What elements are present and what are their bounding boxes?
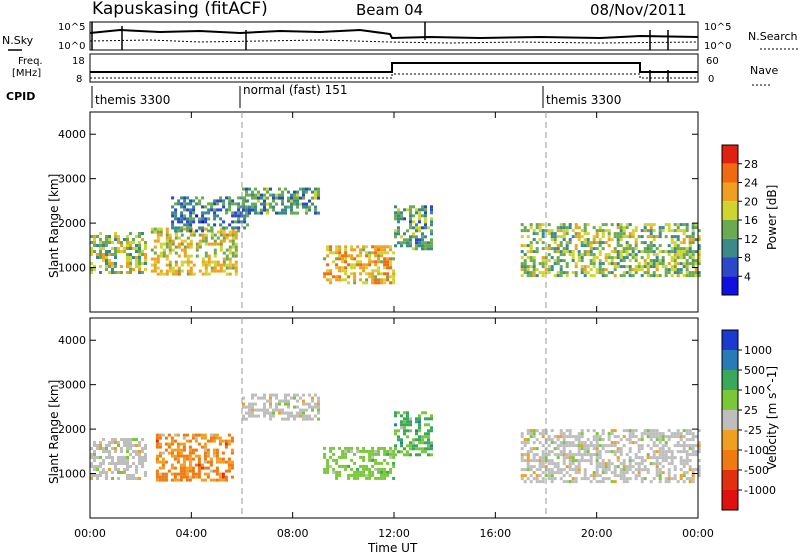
nsearch-label: N.Search	[748, 30, 798, 43]
velocity-panel: Slant Range [km]	[47, 317, 699, 519]
nsearch-tick-bottom: 10^0	[704, 41, 731, 52]
colorbar-tick-label: 28	[744, 158, 758, 171]
power-echo-region	[242, 187, 320, 215]
velocity-echo-region	[520, 429, 701, 484]
y-tick-label: 2000	[58, 423, 86, 436]
y-tick-label: 2000	[58, 217, 86, 230]
power-echo-region	[394, 205, 433, 251]
station-title: Kapuskasing (fitACF)	[92, 0, 268, 19]
heatmap-layer	[90, 187, 701, 484]
x-tick-label: 20:00	[581, 527, 613, 540]
colorbar-swatch	[722, 350, 738, 370]
nsearch-tick-top: 10^5	[704, 22, 731, 33]
y-tick-label: 4000	[58, 334, 86, 347]
cpid-segment-label: themis 3300	[95, 93, 170, 107]
power-echo-region	[90, 232, 147, 274]
nave-label: Nave	[750, 64, 778, 77]
colorbar-swatch	[722, 430, 738, 450]
nave-tick-top: 60	[706, 56, 719, 67]
colorbar-swatch	[722, 470, 738, 490]
colorbar-layer: 4 8 12 16 20 24 28 1000 500 100 25 -25 -100 -500 -1000	[721, 144, 776, 511]
velocity-echo-region	[394, 411, 433, 457]
power-echo-region	[323, 245, 396, 285]
beam-title: Beam 04	[356, 1, 424, 19]
x-tick-label: 00:00	[682, 527, 714, 540]
colorbar-swatch	[722, 330, 738, 350]
freq-label-line1: Freq.	[18, 56, 43, 67]
colorbar-swatch	[722, 410, 738, 430]
velocity-colorbar-label: Velocity [m s^-1]	[765, 366, 779, 470]
colorbar-frame	[721, 329, 739, 511]
colorbar-swatch	[722, 163, 738, 183]
colorbar-swatch	[722, 257, 738, 277]
x-tick-label: 12:00	[378, 527, 410, 540]
colorbar-tick-label: 100	[744, 384, 765, 397]
colorbar-swatch	[722, 490, 738, 510]
colorbar-swatch	[722, 390, 738, 410]
x-tick-label: 16:00	[479, 527, 511, 540]
colorbar-tick-label: 12	[744, 233, 758, 246]
x-tick-label: 04:00	[175, 527, 207, 540]
freq-tick-top: 18	[72, 56, 85, 67]
power-echo-region	[150, 227, 238, 276]
nsky-tick-bottom: 10^0	[58, 41, 85, 52]
freq-tick-bottom: 8	[76, 74, 82, 85]
colorbar-tick-label: 16	[744, 214, 758, 227]
velocity-echo-region	[242, 393, 320, 421]
colorbar-tick-label: -1000	[744, 484, 776, 497]
y-tick-label: 3000	[58, 379, 86, 392]
freq-panel: 18 8 Freq. [MHz] 60 0 Nave	[12, 53, 778, 86]
cpid-segment-label: themis 3300	[546, 93, 621, 107]
x-axis-label: Time UT	[367, 541, 418, 554]
cpid-row: CPID themis 3300 normal (fast) 151 themi…	[6, 83, 621, 108]
colorbar-tick-label: 24	[744, 177, 758, 190]
colorbar-swatch	[722, 238, 738, 258]
nave-tick-bottom: 0	[708, 74, 714, 85]
colorbar-tick-label: -100	[744, 444, 769, 457]
velocity-echo-region	[323, 446, 396, 480]
cpid-label: CPID	[6, 90, 35, 103]
x-tick-label: 08:00	[277, 527, 309, 540]
colorbar-swatch	[722, 220, 738, 239]
colorbar-tick-label: 4	[744, 270, 751, 283]
colorbar-tick-label: 25	[744, 404, 758, 417]
nsky-panel: 10^5 10^0 N.Sky 10^5 10^0 N.Search	[2, 21, 800, 52]
colorbar-swatch	[722, 370, 738, 390]
colorbar-swatch	[722, 201, 738, 220]
velocity-ylabel: Slant Range [km]	[47, 380, 61, 484]
x-tick-label: 00:00	[74, 527, 106, 540]
velocity-echo-region	[155, 433, 234, 482]
nsky-tick-top: 10^5	[58, 22, 85, 33]
colorbar-tick-label: 8	[744, 252, 751, 265]
colorbar-tick-label: -500	[744, 464, 769, 477]
colorbar-tick-label: 500	[744, 364, 765, 377]
colorbar-swatch	[722, 276, 738, 295]
colorbar-tick-label: -25	[744, 424, 762, 437]
power-ylabel: Slant Range [km]	[47, 174, 61, 278]
y-tick-label: 4000	[58, 128, 86, 141]
power-echo-region	[520, 223, 701, 278]
freq-label-line2: [MHz]	[12, 68, 41, 79]
velocity-echo-region	[90, 438, 147, 480]
y-tick-label: 1000	[58, 262, 86, 275]
nsky-label: N.Sky	[2, 34, 34, 47]
colorbar-swatch	[722, 450, 738, 470]
y-tick-label: 1000	[58, 468, 86, 481]
colorbar-tick-label: 1000	[744, 344, 772, 357]
colorbar-swatch	[722, 145, 738, 164]
y-tick-label: 3000	[58, 173, 86, 186]
cpid-segment-label: normal (fast) 151	[243, 83, 347, 97]
colorbar-swatch	[722, 182, 738, 202]
power-echo-region	[171, 196, 250, 233]
colorbar-tick-label: 20	[744, 195, 758, 208]
power-colorbar-label: Power [dB]	[765, 185, 779, 250]
date-title: 08/Nov/2011	[590, 1, 687, 19]
axes-layer: 1000 2000 3000 4000 1000 2000 3000 4000 00:00 04:…	[58, 112, 714, 540]
